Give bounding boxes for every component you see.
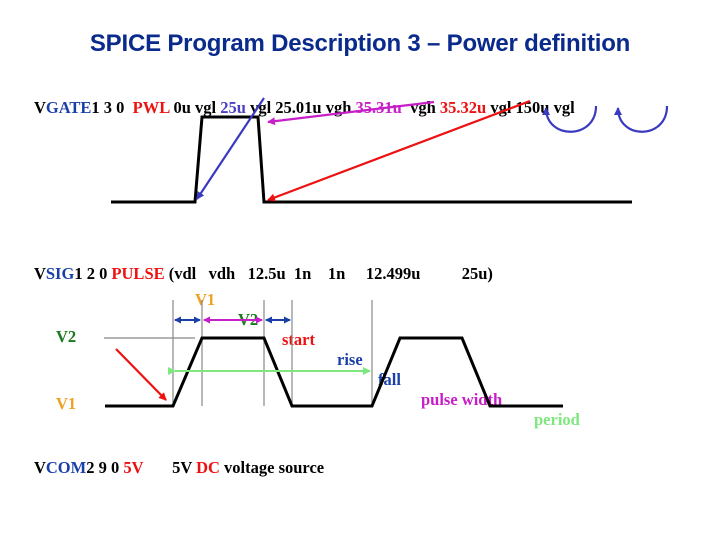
vgate-t3532: 35.32u [439, 98, 487, 117]
vcom-nodes: 2 9 0 [86, 458, 124, 477]
axis-label-v1: V1 [56, 394, 77, 413]
vgate-name: GATE [45, 98, 92, 117]
vgate-nodes: 1 3 0 [91, 98, 133, 117]
vgate-t25: 25u [220, 98, 246, 117]
label-period: period [534, 410, 580, 429]
vsig-type: PULSE [111, 264, 165, 283]
vsig-name: SIG [45, 264, 75, 283]
arrow-start [115, 348, 167, 401]
vcom-definition: VCOM2 9 0 5V 5V DC voltage source [26, 438, 324, 478]
vgate-seg1: 0u vgl [169, 98, 221, 117]
vsig-nodes: 1 2 0 [74, 264, 112, 283]
label-start: start [282, 330, 315, 349]
vcom-name: COM [45, 458, 87, 477]
vcom-prefix: V [33, 458, 46, 477]
curve-arrow-2 [614, 105, 669, 133]
vgate-type: PWL [132, 98, 170, 117]
pulse-guides [104, 300, 373, 406]
vcom-desc-post: voltage source [219, 458, 325, 477]
vcom-desc-pre: 5V [143, 458, 197, 477]
curve-arrow-1 [542, 105, 598, 133]
label-v1: V1 [195, 290, 216, 309]
vsig-params: (vdl vdh 12.5u 1n 1n 12.499u 25u) [164, 264, 493, 283]
vsig-prefix: V [33, 264, 46, 283]
pwl-waveform [111, 115, 632, 204]
label-pulse-width: pulse width [421, 390, 503, 409]
page-title: SPICE Program Description 3 – Power defi… [89, 30, 631, 57]
label-rise: rise [337, 350, 363, 369]
vcom-value: 5V [123, 458, 144, 477]
vcom-desc-dc: DC [196, 458, 220, 477]
vsig-definition: VSIG1 2 0 PULSE (vdl vdh 12.5u 1n 1n 12.… [26, 244, 493, 284]
arrow-25u [196, 97, 265, 200]
vgate-prefix: V [33, 98, 46, 117]
arrow-35-31u [267, 100, 435, 126]
axis-label-v2: V2 [56, 327, 77, 346]
vsig-param-labels: V1 V2 start rise fall pulse width period [0, 270, 720, 430]
arrow-35-32u [267, 99, 531, 202]
vgate-t3531: 35.31u [355, 98, 402, 117]
